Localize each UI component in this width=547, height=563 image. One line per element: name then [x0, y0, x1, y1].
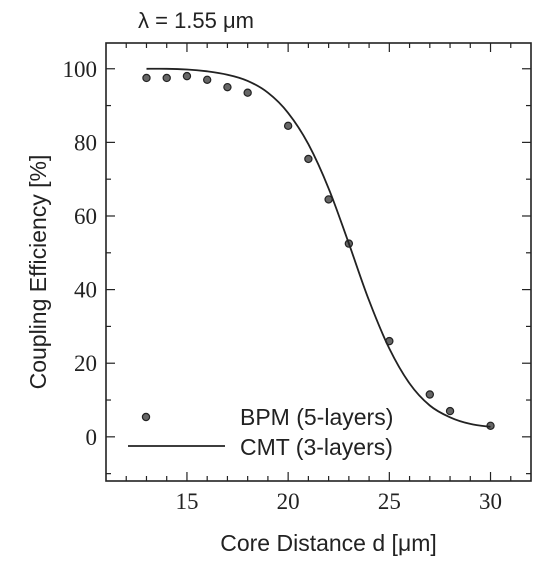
marks-layer: 15 20 25 30 0 20 40 60 80 100 λ = 1.55 μm Core Dist…	[25, 8, 532, 556]
x-tick-label: 20	[277, 489, 300, 514]
y-tick-label: 0	[86, 425, 98, 450]
chart-title: λ = 1.55 μm	[138, 8, 254, 33]
data-point-bpm	[425, 390, 435, 399]
y-tick-label: 40	[74, 278, 97, 303]
legend-label-bpm: BPM (5-layers)	[240, 404, 393, 430]
series-line-cmt	[146, 67, 491, 428]
data-point-bpm	[182, 71, 192, 81]
legend-marker-bpm	[141, 412, 151, 422]
data-point-bpm	[243, 88, 252, 97]
y-tick-label: 20	[74, 351, 97, 376]
data-point-bpm	[142, 73, 151, 83]
y-tick-label: 80	[74, 130, 97, 155]
x-tick-label: 25	[378, 489, 401, 514]
data-point-bpm	[304, 154, 313, 164]
data-point-bpm	[283, 121, 293, 131]
legend-label-cmt: CMT (3-layers)	[240, 434, 393, 460]
y-tick-label: 100	[63, 57, 98, 82]
x-tick-label: 15	[175, 489, 198, 514]
y-tick-label: 60	[74, 204, 97, 229]
x-tick-label: 30	[479, 489, 502, 514]
data-point-bpm	[223, 82, 232, 92]
y-axis-label: Coupling Efficiency [%]	[25, 155, 51, 390]
data-point-bpm	[162, 73, 171, 83]
data-point-bpm	[445, 406, 455, 416]
x-axis-label: Core Distance d [μm]	[220, 530, 437, 556]
data-point-bpm	[202, 75, 212, 85]
plot-frame	[105, 42, 532, 482]
